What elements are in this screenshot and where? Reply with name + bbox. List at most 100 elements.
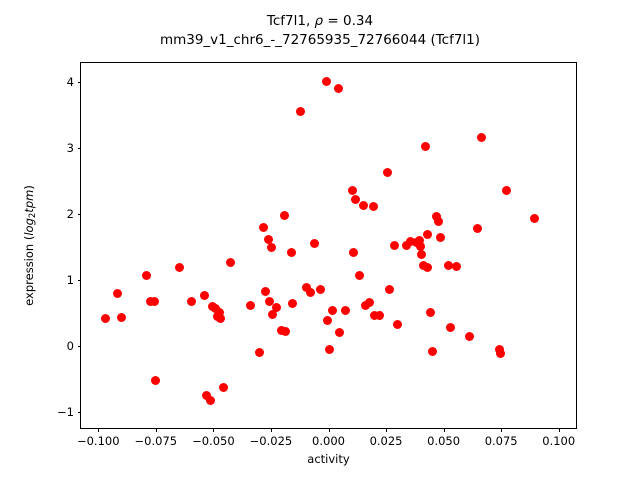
y-axis-label-math-tail: tpm [22,189,36,213]
y-axis-label-math: log [22,218,36,236]
y-tick-mark [77,279,81,281]
scatter-point [150,296,160,306]
scatter-point [328,306,338,316]
x-tick-mark [155,428,157,432]
scatter-point [219,383,229,393]
y-axis-label-prefix: expression ( [22,235,36,306]
scatter-point [226,258,236,268]
chart-title-line-2: mm39_v1_chr6_-_72765935_72766044 (Tcf7l1… [159,32,481,48]
scatter-plot-surface [81,63,576,428]
scatter-point [351,195,361,205]
scatter-point [349,248,359,258]
x-tick-label: 0.025 [369,434,403,448]
scatter-point [142,270,152,280]
y-tick-mark [77,147,81,149]
scatter-point [423,262,433,272]
x-tick-label: −0.075 [134,434,178,448]
scatter-point [324,345,334,355]
scatter-point [150,375,160,385]
x-tick-label: −0.100 [76,434,120,448]
scatter-point [464,331,474,341]
scatter-point [268,309,278,319]
scatter-point [280,211,290,221]
scatter-point [383,167,393,177]
x-tick-mark [501,428,503,432]
scatter-point [530,213,540,223]
y-tick-mark [77,346,81,347]
x-tick-label: −0.025 [249,434,293,448]
scatter-point [295,106,305,116]
scatter-point [116,313,126,323]
scatter-point [427,347,437,357]
y-tick-label: 3 [66,140,74,155]
scatter-point [113,288,123,298]
rho-value: 0.34 [343,13,374,29]
plot-axes: −0.100 −0.075 −0.050 −0.025 0.000 0.025 0.050 0… [57,62,577,448]
x-tick-label: 0.050 [427,434,461,448]
scatter-point [199,291,209,301]
x-tick-label: −0.050 [192,434,235,448]
gene-name: Tcf7l1 [266,13,306,29]
scatter-point [174,263,184,273]
scatter-point [347,186,357,196]
scatter-point [287,248,297,258]
scatter-point [355,271,365,281]
scatter-point [451,261,461,271]
scatter-point [288,299,298,309]
x-tick-mark [558,428,560,432]
scatter-point [205,395,215,405]
y-tick-label: 1 [66,272,74,287]
x-tick-mark [443,428,445,432]
scatter-point [305,287,315,297]
y-tick-label: 4 [66,74,74,89]
scatter-point [375,311,385,321]
scatter-point [265,296,275,306]
scatter-point [335,327,345,337]
scatter-point [420,142,430,152]
scatter-point [477,133,487,143]
title-equals: = [323,13,344,29]
y-axis-label: expression (log2tpm) [22,62,38,429]
scatter-point [216,314,226,324]
x-tick-mark [213,428,215,432]
scatter-point [263,235,273,245]
x-tick-label: 0.000 [312,434,345,448]
scatter-point [315,284,325,294]
y-tick-label: 0 [66,339,74,353]
scatter-point [435,233,445,243]
scatter-point [369,201,379,211]
scatter-point [246,300,256,310]
scatter-point [364,297,374,307]
scatter-point [266,242,276,252]
chart-title-block: Tcf7l1, ρ = 0.34 mm39_v1_chr6_-_72765935… [0,12,640,50]
scatter-point [101,314,111,324]
x-tick-mark [270,428,272,432]
scatter-point [496,349,506,359]
scatter-point [369,311,379,321]
scatter-point [321,77,331,86]
scatter-point [402,241,412,250]
scatter-point [414,235,424,245]
y-axis-label-suffix: ) [22,185,36,190]
scatter-point [446,322,456,332]
x-tick-mark [98,428,100,432]
scatter-point [309,239,319,249]
scatter-point [472,223,482,233]
chart-title-line-1: Tcf7l1, ρ = 0.34 [0,12,640,31]
scatter-point [215,308,225,318]
scatter-point [261,286,271,296]
scatter-point [418,260,428,270]
scatter-point [502,186,512,196]
rho-symbol: ρ [314,13,324,29]
x-tick-mark [328,428,330,432]
title-comma: , [305,13,315,29]
x-axis-label: activity [307,452,350,466]
scatter-point [281,326,291,336]
scatter-point [340,306,350,316]
scatter-point [187,297,196,307]
scatter-point [422,230,432,240]
scatter-point [434,217,444,227]
scatter-point [259,223,269,233]
y-tick-label: 2 [66,206,74,221]
